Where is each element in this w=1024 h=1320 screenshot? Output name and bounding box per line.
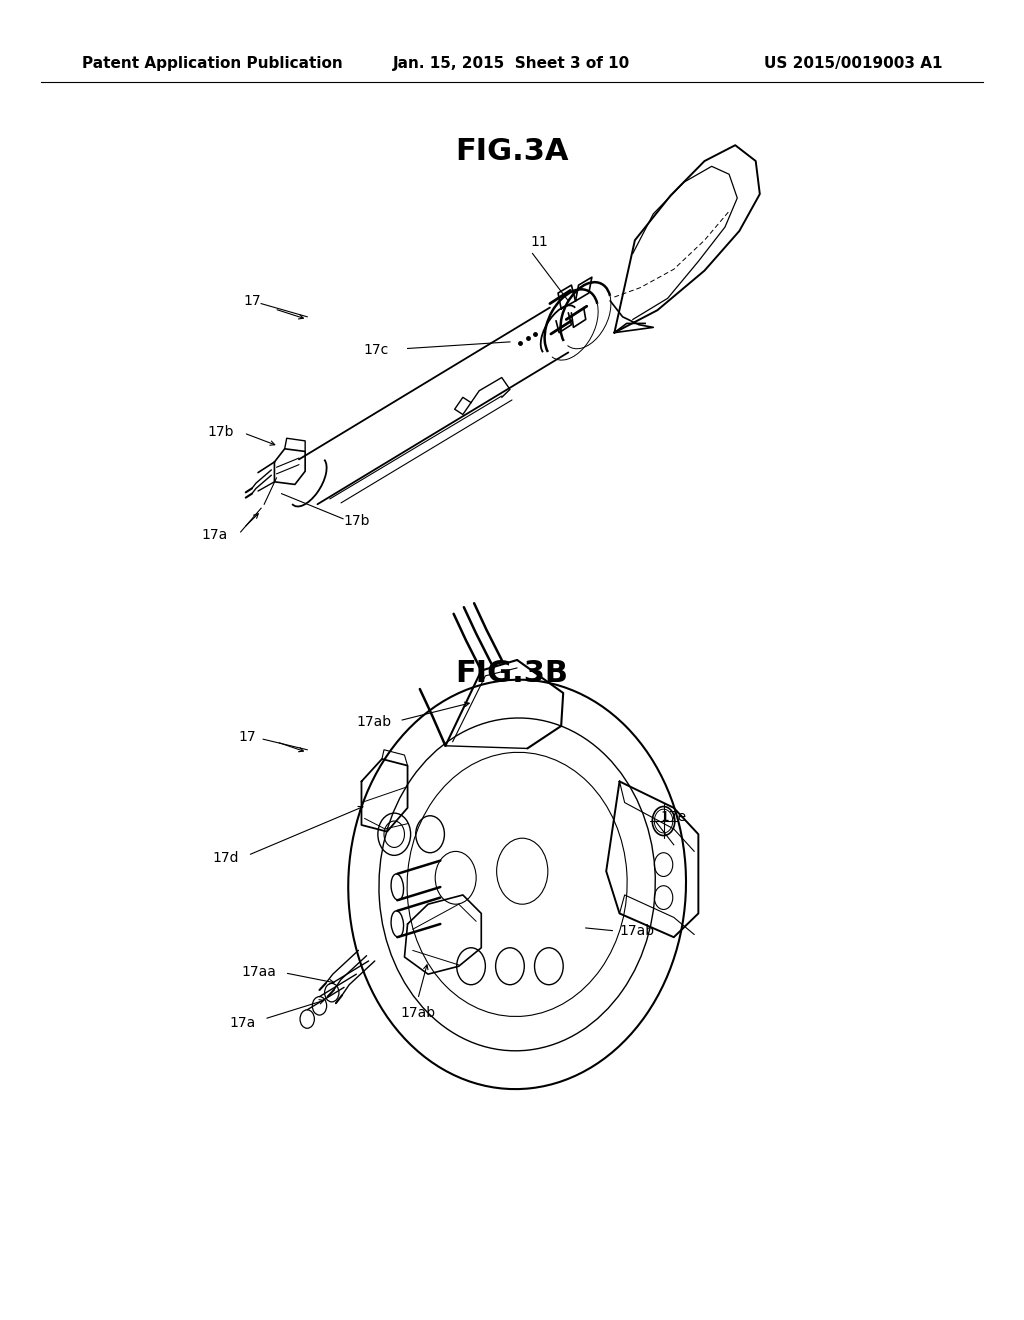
Text: 17b: 17b <box>207 425 233 438</box>
Text: FIG.3A: FIG.3A <box>456 137 568 166</box>
Text: 17: 17 <box>244 294 261 308</box>
Text: 17ab: 17ab <box>620 924 654 937</box>
Text: 17d: 17d <box>212 851 239 865</box>
Text: 17ab: 17ab <box>356 715 391 729</box>
Text: 17c: 17c <box>364 343 389 356</box>
Text: 17: 17 <box>239 730 256 743</box>
Text: 17a: 17a <box>229 1016 256 1030</box>
Text: 17e: 17e <box>660 810 687 824</box>
Text: 17ab: 17ab <box>400 1006 435 1020</box>
Text: FIG.3B: FIG.3B <box>456 659 568 688</box>
Text: 17aa: 17aa <box>242 965 276 978</box>
Text: 11: 11 <box>530 235 548 249</box>
Text: US 2015/0019003 A1: US 2015/0019003 A1 <box>764 55 942 71</box>
Text: 17a: 17a <box>201 528 227 541</box>
Text: 17b: 17b <box>343 515 370 528</box>
Text: Jan. 15, 2015  Sheet 3 of 10: Jan. 15, 2015 Sheet 3 of 10 <box>393 55 631 71</box>
Text: Patent Application Publication: Patent Application Publication <box>82 55 343 71</box>
